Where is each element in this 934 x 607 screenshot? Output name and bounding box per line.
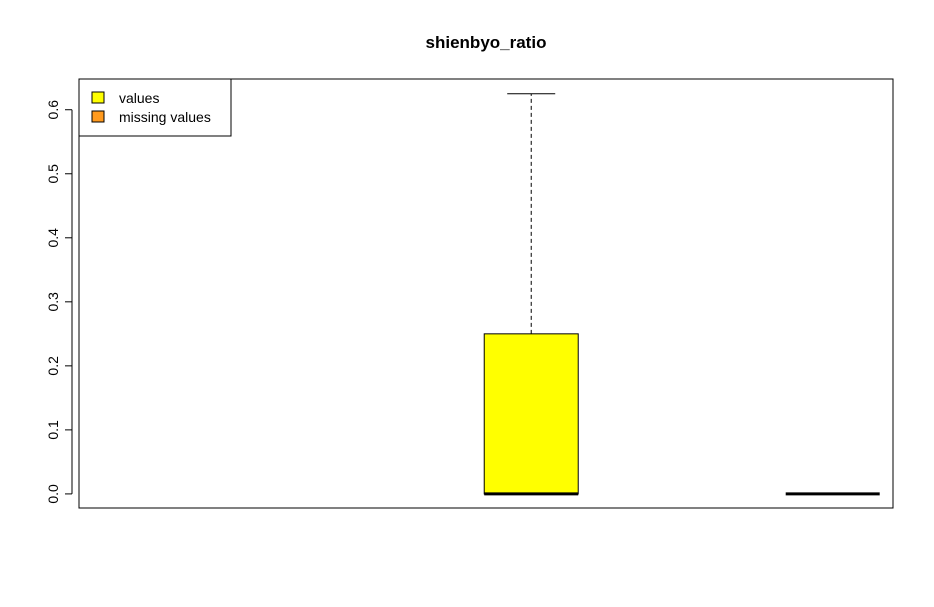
legend-swatch (91, 91, 105, 104)
legend-box (78, 78, 232, 137)
legend-swatch (91, 110, 105, 123)
y-tick-label: 0.0 (45, 484, 61, 504)
y-tick-label: 0.1 (45, 420, 61, 440)
y-tick-label: 0.5 (45, 164, 61, 184)
legend-label: values (119, 90, 159, 106)
plot-frame (78, 78, 894, 509)
y-tick-label: 0.2 (45, 356, 61, 376)
y-tick-label: 0.3 (45, 292, 61, 312)
plot-area (78, 78, 894, 509)
chart-title: shienbyo_ratio (426, 33, 547, 52)
legend-label: missing values (119, 109, 211, 125)
box-group (483, 93, 579, 496)
y-tick-label: 0.6 (45, 100, 61, 120)
y-tick-label: 0.4 (45, 228, 61, 248)
box-body (483, 333, 579, 495)
legend: values missing values (78, 78, 232, 137)
y-axis: 0.0 0.1 0.2 0.3 0.4 0.5 0.6 (45, 100, 73, 504)
